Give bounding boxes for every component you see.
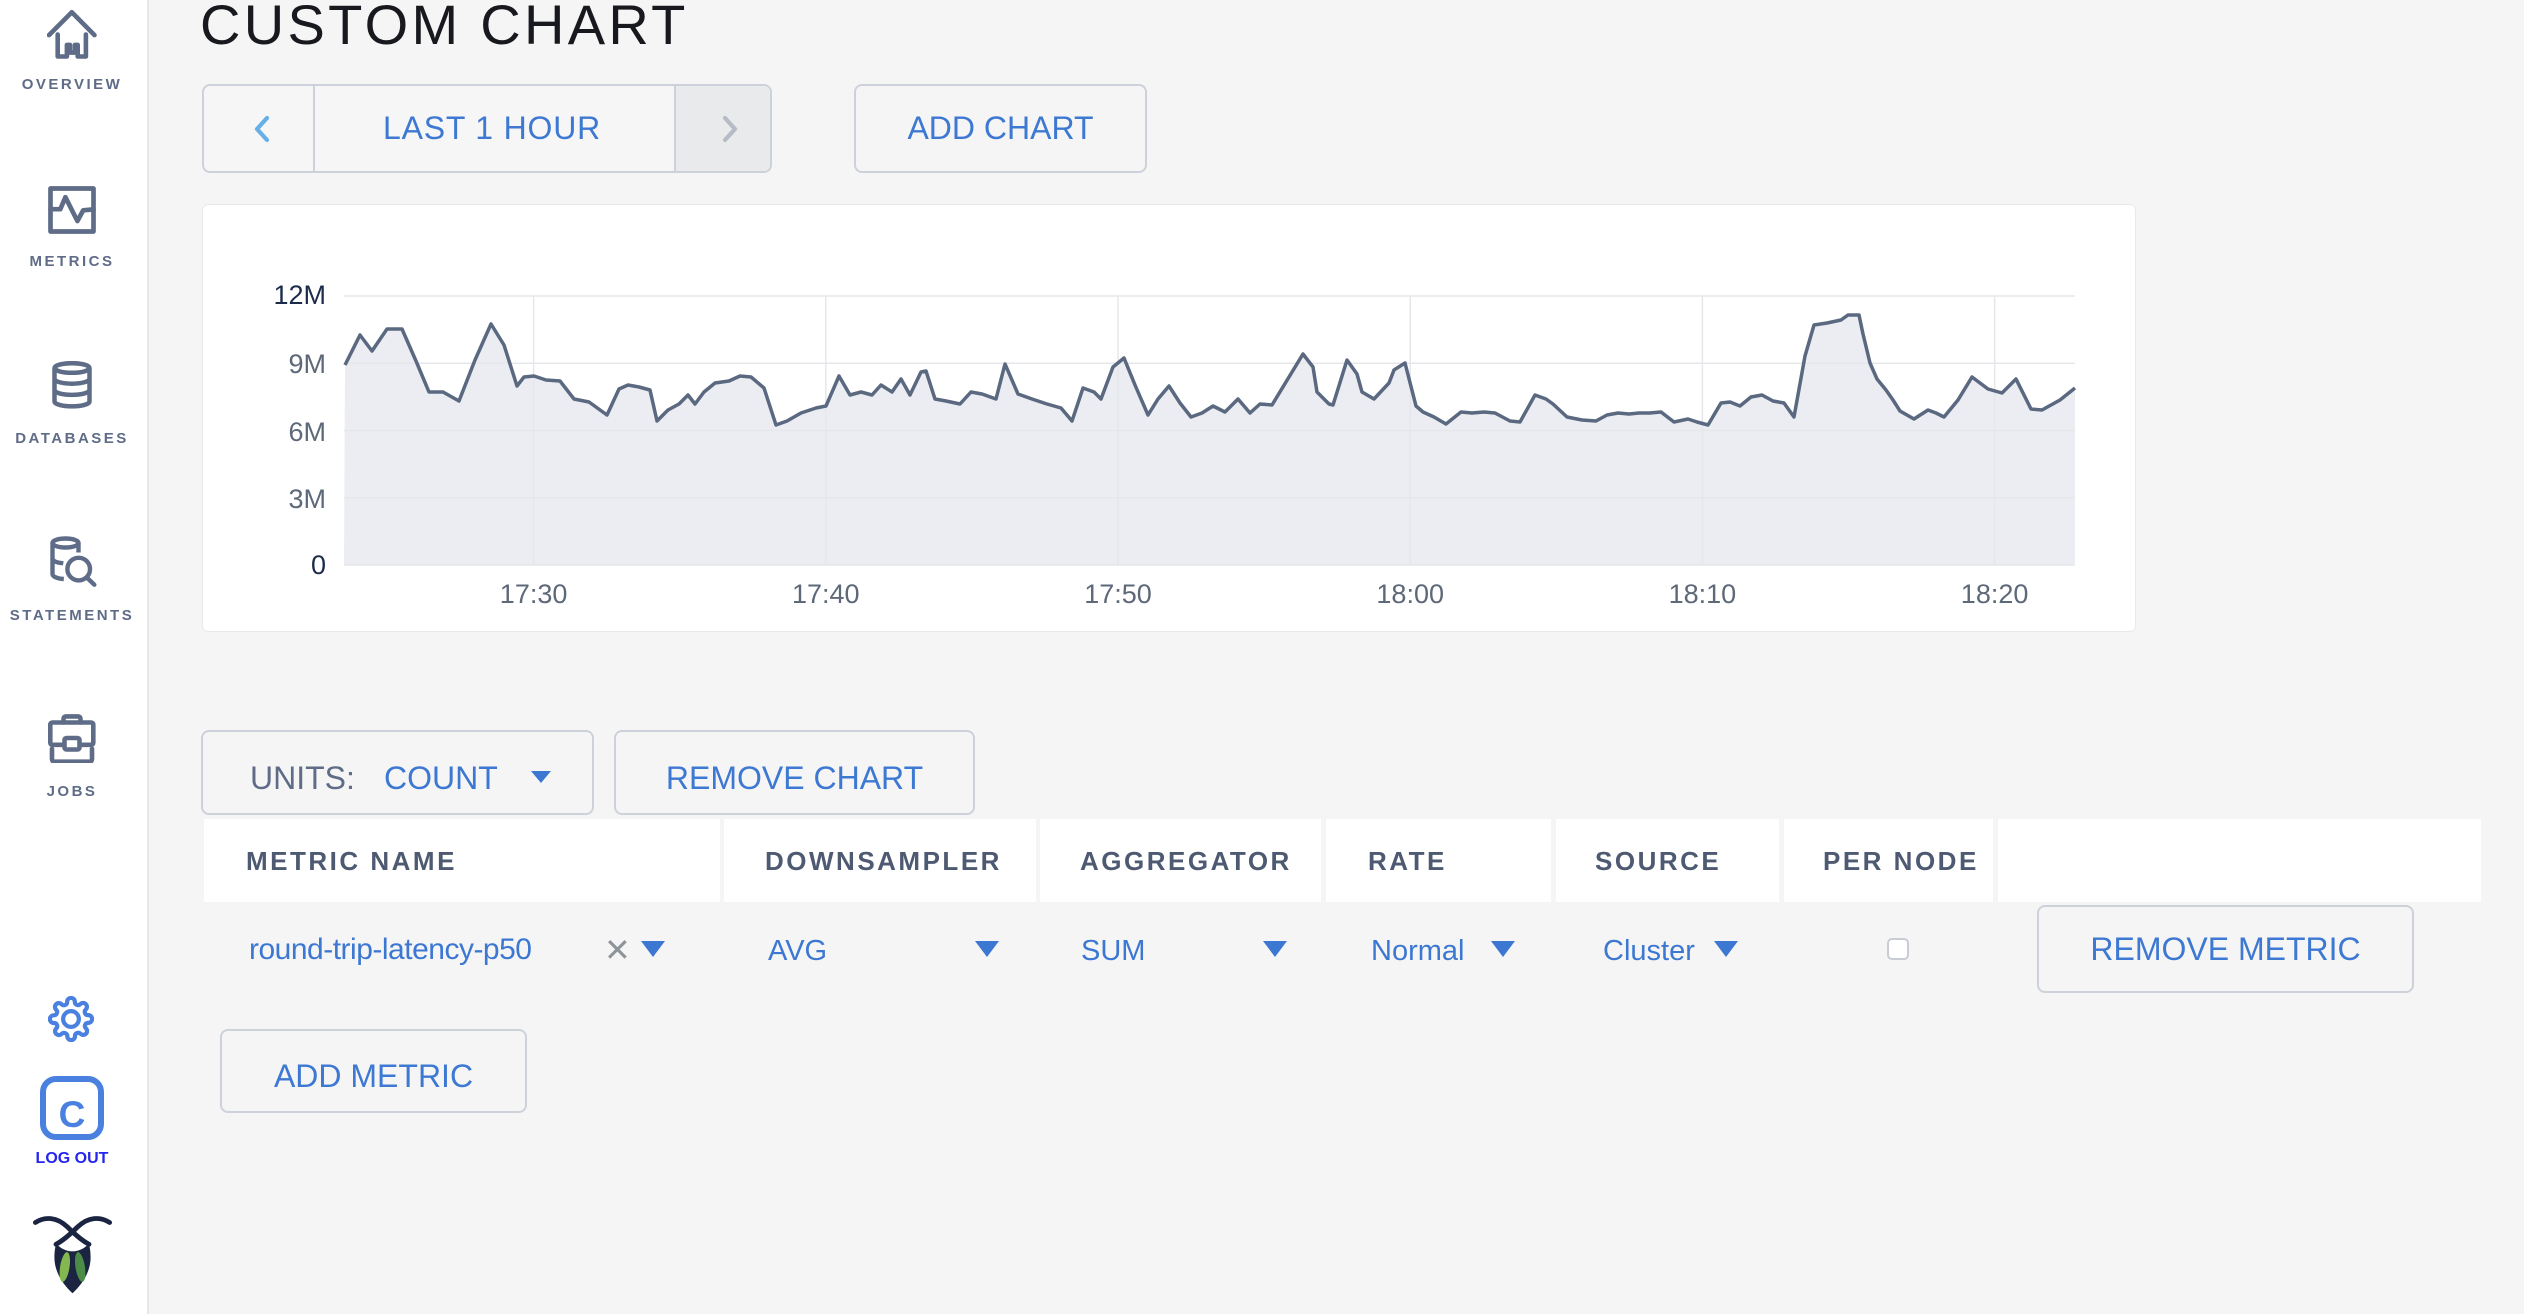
svg-text:17:30: 17:30 [500, 579, 568, 609]
svg-text:12M: 12M [273, 280, 326, 310]
svg-text:3M: 3M [288, 484, 326, 514]
svg-text:17:50: 17:50 [1084, 579, 1152, 609]
svg-text:17:40: 17:40 [792, 579, 860, 609]
svg-text:18:00: 18:00 [1376, 579, 1444, 609]
svg-text:0: 0 [311, 550, 326, 580]
svg-text:18:10: 18:10 [1669, 579, 1737, 609]
svg-text:6M: 6M [288, 417, 326, 447]
svg-text:18:20: 18:20 [1961, 579, 2029, 609]
svg-text:9M: 9M [288, 349, 326, 379]
